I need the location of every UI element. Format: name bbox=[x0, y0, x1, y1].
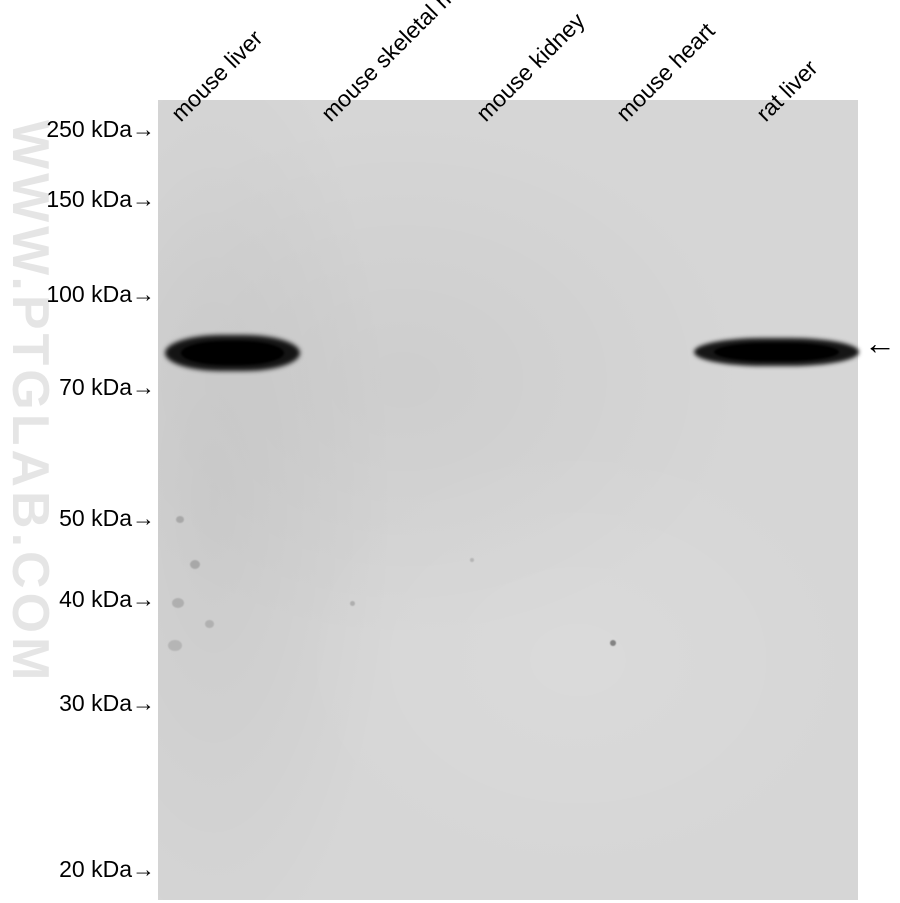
mw-marker-label: 50 kDa→ bbox=[59, 505, 155, 532]
figure-root: WWW.PTGLAB.COM 250 kDa→150 kDa→100 kDa→7… bbox=[0, 0, 900, 903]
arrow-right-icon: → bbox=[132, 186, 155, 213]
arrow-right-icon: → bbox=[132, 116, 155, 143]
mw-marker-label: 150 kDa→ bbox=[46, 186, 155, 213]
arrow-right-icon: → bbox=[132, 505, 155, 532]
mw-marker-label: 20 kDa→ bbox=[59, 856, 155, 883]
membrane-area bbox=[158, 100, 858, 900]
noise-speck bbox=[168, 640, 182, 651]
protein-band-core bbox=[714, 343, 839, 361]
mw-value: 100 kDa bbox=[46, 281, 132, 307]
arrow-right-icon: → bbox=[132, 690, 155, 717]
noise-speck bbox=[190, 560, 200, 569]
mw-marker-label: 30 kDa→ bbox=[59, 690, 155, 717]
mw-marker-label: 70 kDa→ bbox=[59, 374, 155, 401]
mw-value: 70 kDa bbox=[59, 374, 132, 400]
mw-value: 150 kDa bbox=[46, 186, 132, 212]
arrow-right-icon: → bbox=[132, 856, 155, 883]
mw-value: 30 kDa bbox=[59, 690, 132, 716]
arrow-right-icon: → bbox=[132, 586, 155, 613]
noise-speck bbox=[610, 640, 616, 646]
mw-marker-label: 100 kDa→ bbox=[46, 281, 155, 308]
arrow-right-icon: → bbox=[132, 281, 155, 308]
noise-speck bbox=[350, 601, 355, 606]
noise-speck bbox=[172, 598, 184, 608]
mw-marker-label: 40 kDa→ bbox=[59, 586, 155, 613]
mw-marker-label: 250 kDa→ bbox=[46, 116, 155, 143]
noise-speck bbox=[176, 516, 184, 523]
band-indicator-arrow: ← bbox=[864, 325, 896, 362]
protein-band-core bbox=[181, 341, 284, 364]
mw-value: 40 kDa bbox=[59, 586, 132, 612]
noise-speck bbox=[205, 620, 214, 628]
arrow-right-icon: → bbox=[132, 374, 155, 401]
noise-speck bbox=[470, 558, 474, 562]
mw-value: 20 kDa bbox=[59, 856, 132, 882]
mw-value: 50 kDa bbox=[59, 505, 132, 531]
mw-value: 250 kDa bbox=[46, 116, 132, 142]
